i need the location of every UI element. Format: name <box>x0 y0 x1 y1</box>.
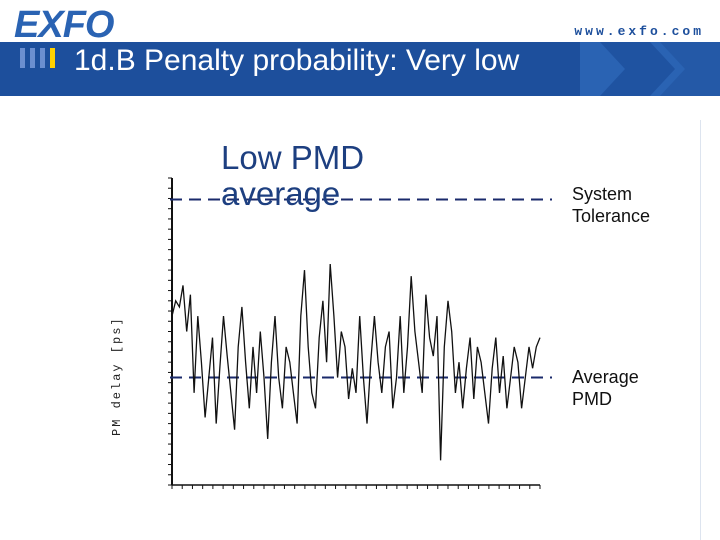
plot-area <box>160 175 550 490</box>
slide-title: 1d.B Penalty probability: Very low <box>74 44 520 77</box>
reference-lines <box>170 198 552 379</box>
average-pmd-line2: PMD <box>572 389 612 409</box>
low-pmd-line2: average <box>221 175 341 212</box>
series-group <box>171 263 541 461</box>
brand-bar <box>30 48 35 68</box>
y-axis-label: PM delay [ps] <box>110 316 124 436</box>
brand-bar <box>20 48 25 68</box>
average-pmd-label: Average PMD <box>572 366 639 410</box>
brand-bar <box>50 48 55 68</box>
series-line <box>171 263 541 461</box>
slide-edge-line <box>700 120 701 540</box>
system-tolerance-label: System Tolerance <box>572 183 650 227</box>
axis-ticks <box>168 177 541 489</box>
system-tolerance-line1: System <box>572 184 633 204</box>
average-pmd-line1: Average <box>572 367 639 387</box>
low-pmd-line1: Low PMD <box>221 139 365 176</box>
low-pmd-annotation: Low PMD average <box>221 140 364 212</box>
brand-bars-icon <box>20 48 60 73</box>
slide-header: EXFO www.exfo.com 1d.B Penalty probabili… <box>0 0 720 96</box>
chevron-decoration-icon <box>600 42 720 96</box>
exfo-logo: EXFO <box>14 4 114 46</box>
website-url: www.exfo.com <box>574 24 704 39</box>
brand-bar <box>40 48 45 68</box>
system-tolerance-line2: Tolerance <box>572 206 651 226</box>
